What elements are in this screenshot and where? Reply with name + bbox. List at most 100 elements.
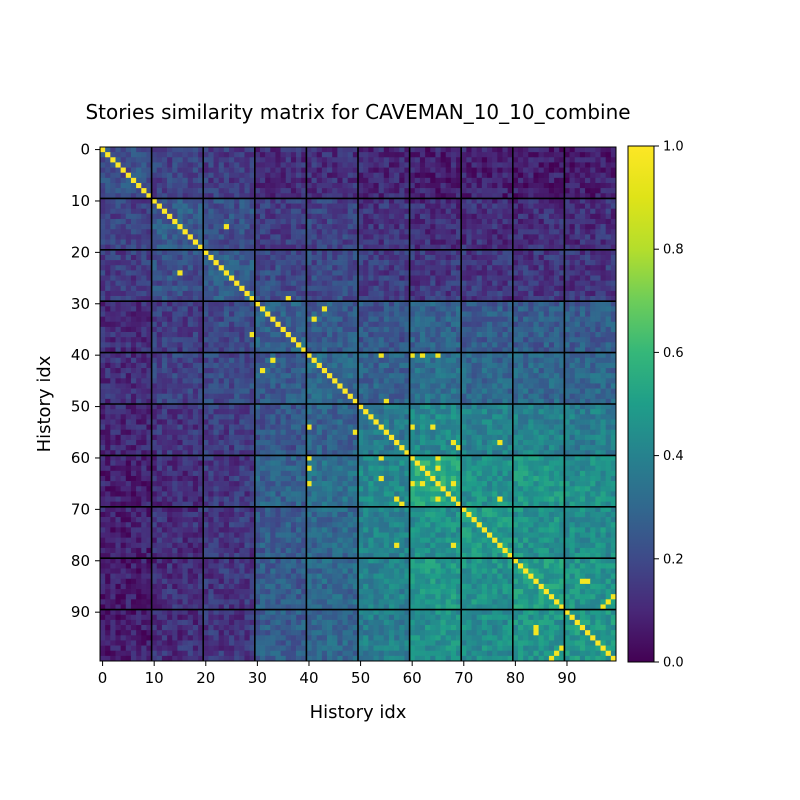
heatmap-cell bbox=[404, 306, 410, 312]
heatmap-cell bbox=[321, 208, 328, 215]
heatmap-cell bbox=[579, 352, 586, 359]
heatmap-cell bbox=[306, 306, 312, 312]
heatmap-cell bbox=[213, 290, 220, 297]
heatmap-cell bbox=[466, 162, 472, 168]
heatmap-cell bbox=[151, 368, 158, 374]
heatmap-cell bbox=[290, 275, 297, 281]
heatmap-cell bbox=[512, 347, 519, 353]
heatmap-cell bbox=[280, 285, 287, 292]
heatmap-cell bbox=[471, 398, 478, 405]
heatmap-cell bbox=[409, 213, 416, 220]
heatmap-cell bbox=[254, 249, 261, 256]
heatmap-cell bbox=[528, 383, 534, 389]
heatmap-cell bbox=[419, 347, 426, 353]
heatmap-cell bbox=[399, 357, 405, 364]
heatmap-cell bbox=[512, 182, 519, 189]
heatmap-cell bbox=[399, 270, 405, 276]
heatmap-cell bbox=[388, 172, 395, 179]
heatmap-cell bbox=[481, 229, 488, 235]
heatmap-cell bbox=[543, 265, 550, 271]
heatmap-cell bbox=[363, 239, 369, 246]
heatmap-cell bbox=[192, 306, 199, 312]
heatmap-cell bbox=[569, 275, 576, 281]
heatmap-cell bbox=[296, 311, 302, 317]
heatmap-cell bbox=[435, 280, 441, 287]
heatmap-cell bbox=[105, 362, 111, 369]
heatmap-cell bbox=[342, 398, 349, 405]
heatmap-cell bbox=[311, 306, 318, 312]
heatmap-cell bbox=[347, 326, 354, 333]
heatmap-cell bbox=[218, 280, 225, 287]
heatmap-cell bbox=[347, 203, 354, 210]
heatmap-cell bbox=[456, 311, 462, 317]
heatmap-cell bbox=[404, 357, 410, 364]
heatmap-cell bbox=[208, 362, 214, 369]
heatmap-cell bbox=[497, 388, 503, 395]
heatmap-cell bbox=[203, 373, 209, 379]
heatmap-cell bbox=[548, 388, 555, 395]
heatmap-cell bbox=[419, 265, 426, 271]
heatmap-cell bbox=[492, 373, 498, 379]
heatmap-cell bbox=[419, 152, 426, 158]
heatmap-cell bbox=[409, 332, 416, 338]
heatmap-cell bbox=[136, 301, 142, 307]
heatmap-cell bbox=[579, 162, 586, 168]
heatmap-cell bbox=[275, 357, 281, 364]
heatmap-cell bbox=[409, 316, 416, 323]
heatmap-cell bbox=[435, 254, 441, 261]
heatmap-cell bbox=[290, 254, 297, 261]
heatmap-cell bbox=[332, 290, 338, 297]
heatmap-cell bbox=[492, 362, 498, 369]
heatmap-cell bbox=[610, 357, 617, 364]
heatmap-cell bbox=[600, 177, 607, 184]
heatmap-cell bbox=[136, 321, 142, 328]
heatmap-cell bbox=[569, 368, 576, 374]
heatmap-cell bbox=[234, 373, 240, 379]
heatmap-cell bbox=[172, 198, 178, 204]
heatmap-cell bbox=[120, 224, 127, 230]
heatmap-cell bbox=[151, 260, 158, 266]
heatmap-cell bbox=[316, 188, 323, 194]
heatmap-cell bbox=[151, 290, 158, 297]
heatmap-cell bbox=[590, 239, 596, 246]
heatmap-cell bbox=[590, 311, 596, 317]
heatmap-cell bbox=[146, 147, 152, 153]
heatmap-cell bbox=[605, 383, 612, 389]
heatmap-cell bbox=[259, 326, 266, 333]
heatmap-cell bbox=[218, 337, 225, 343]
heatmap-cell bbox=[590, 280, 596, 287]
heatmap-cell bbox=[435, 208, 441, 215]
heatmap-cell bbox=[239, 229, 245, 235]
heatmap-cell bbox=[409, 342, 416, 348]
heatmap-cell bbox=[399, 213, 405, 220]
heatmap-cell bbox=[172, 275, 178, 281]
heatmap-cell bbox=[610, 198, 617, 204]
heatmap-cell bbox=[156, 198, 163, 204]
heatmap-cell bbox=[358, 398, 364, 405]
heatmap-cell bbox=[492, 326, 498, 333]
heatmap-cell bbox=[358, 393, 364, 400]
heatmap-cell bbox=[352, 213, 359, 220]
heatmap-cell bbox=[156, 239, 163, 246]
heatmap-cell bbox=[538, 147, 545, 153]
heatmap-cell bbox=[487, 311, 493, 317]
heatmap-cell bbox=[136, 285, 142, 292]
heatmap-cell bbox=[368, 239, 374, 246]
heatmap-cell bbox=[600, 311, 607, 317]
heatmap-cell bbox=[368, 373, 374, 379]
heatmap-cell bbox=[538, 378, 545, 384]
heatmap-cell bbox=[105, 342, 111, 348]
heatmap-cell bbox=[130, 152, 137, 158]
heatmap-cell bbox=[368, 218, 374, 225]
heatmap-cell bbox=[198, 152, 204, 158]
heatmap-cell bbox=[523, 347, 529, 353]
heatmap-cell bbox=[306, 352, 312, 359]
heatmap-cell bbox=[265, 280, 271, 287]
heatmap-cell bbox=[167, 337, 173, 343]
heatmap-cell bbox=[358, 203, 364, 210]
heatmap-cell bbox=[306, 388, 312, 395]
heatmap-cell bbox=[409, 224, 416, 230]
heatmap-cell bbox=[306, 362, 312, 369]
heatmap-cell bbox=[192, 265, 199, 271]
heatmap-cell bbox=[507, 188, 514, 194]
